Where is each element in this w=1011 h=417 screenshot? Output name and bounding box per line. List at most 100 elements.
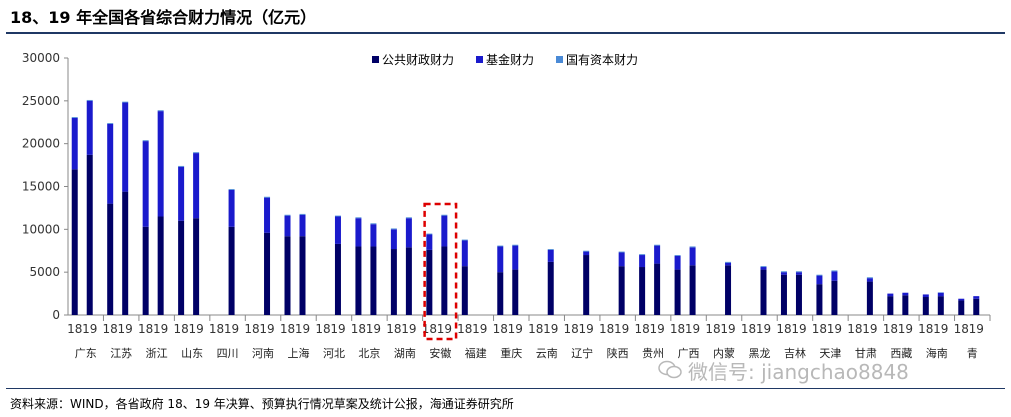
bar-segment-广东-18-2 xyxy=(71,117,78,118)
bar-segment-吉林-18-0 xyxy=(780,274,787,315)
bar-segment-浙江-18-0 xyxy=(142,226,149,315)
bar-segment-河北-19-2 xyxy=(334,215,341,217)
bar-segment-辽宁-19-0 xyxy=(583,255,590,315)
bar-segment-黑龙-19-2 xyxy=(760,266,767,268)
bar-segment-贵州-19-1 xyxy=(654,245,661,264)
x-province-label: 辽宁 xyxy=(571,346,593,360)
bar-segment-吉林-18-2 xyxy=(780,271,787,273)
x-province-label: 陕西 xyxy=(607,346,629,360)
bar-segment-海南-19-0 xyxy=(937,296,944,315)
bar-segment-天津-19-2 xyxy=(831,270,838,272)
bar-segment-西藏-19-0 xyxy=(902,295,909,315)
bar-segment-江苏-18-1 xyxy=(107,123,114,204)
bar-segment-广西-18-1 xyxy=(674,255,681,270)
bar-segment-安徽-18-0 xyxy=(426,249,433,315)
bar-segment-安徽-18-1 xyxy=(426,234,433,250)
highlight-box xyxy=(423,202,458,341)
bar-segment-黑龙-19-0 xyxy=(760,269,767,315)
bar-segment-北京-18-0 xyxy=(355,246,362,315)
x-year-label: 18 xyxy=(812,322,827,336)
x-province-label: 湖南 xyxy=(394,347,416,360)
x-province-label: 浙江 xyxy=(146,347,168,360)
bar-segment-河南-19-1 xyxy=(264,197,271,233)
wechat-icon xyxy=(658,360,682,379)
bar-segment-四川-19-2 xyxy=(228,189,235,190)
bar-segment-云南-19-2 xyxy=(547,249,554,250)
bar-segment-海南-19-1 xyxy=(937,292,944,297)
x-province-label: 吉林 xyxy=(784,346,806,360)
x-year-label: 19 xyxy=(649,322,664,336)
bar-segment-河南-19-2 xyxy=(264,196,271,198)
x-year-label: 19 xyxy=(543,322,558,336)
bar-segment-重庆-18-1 xyxy=(497,246,504,273)
bar-segment-山东-19-2 xyxy=(193,152,200,154)
x-year-label: 19 xyxy=(898,322,913,336)
x-province-label: 广东 xyxy=(75,347,97,360)
bar-segment-广东-19-0 xyxy=(86,154,93,315)
x-province-label: 重庆 xyxy=(500,346,522,360)
x-year-label: 18 xyxy=(954,322,969,336)
x-province-label: 江苏 xyxy=(110,347,132,360)
bar-segment-内蒙-19-2 xyxy=(725,261,732,263)
x-province-label: 内蒙 xyxy=(713,346,735,360)
x-province-label: 河南 xyxy=(252,347,274,360)
bar-segment-安徽-19-1 xyxy=(441,215,448,247)
bar-segment-上海-18-1 xyxy=(284,215,291,237)
x-year-label: 18 xyxy=(741,322,756,336)
x-year-label: 19 xyxy=(472,322,487,336)
bar-segment-天津-18-2 xyxy=(816,274,823,276)
x-province-label: 河北 xyxy=(323,347,345,360)
x-year-label: 18 xyxy=(599,322,614,336)
x-province-label: 福建 xyxy=(465,346,487,360)
x-year-label: 18 xyxy=(209,322,224,336)
bar-segment-安徽-18-2 xyxy=(426,233,433,235)
title-divider xyxy=(6,32,1005,34)
y-tick-label: 15000 xyxy=(22,180,60,194)
y-tick-label: 5000 xyxy=(29,265,60,279)
x-province-label: 青 xyxy=(967,347,978,360)
bar-segment-广西-18-2 xyxy=(674,255,681,256)
legend-label: 公共财政财力 xyxy=(382,53,454,67)
x-year-label: 19 xyxy=(366,322,381,336)
bar-segment-贵州-18-2 xyxy=(639,254,646,256)
bar-segment-河南-19-0 xyxy=(264,232,271,315)
bar-segment-山东-19-1 xyxy=(193,153,200,219)
x-province-label: 海南 xyxy=(926,346,948,360)
x-year-label: 18 xyxy=(457,322,472,336)
bar-segment-重庆-19-1 xyxy=(512,245,519,270)
bar-segment-河北-19-0 xyxy=(334,243,341,315)
bar-segment-天津-18-1 xyxy=(816,275,823,285)
bar-segment-广东-19-1 xyxy=(86,100,93,155)
bar-segment-重庆-18-0 xyxy=(497,272,504,315)
bar-segment-浙江-18-1 xyxy=(142,141,149,227)
bar-segment-山东-18-2 xyxy=(178,165,185,167)
x-year-label: 19 xyxy=(295,322,310,336)
bar-segment-贵州-18-0 xyxy=(639,267,646,315)
x-year-label: 18 xyxy=(634,322,649,336)
x-year-label: 19 xyxy=(330,322,345,336)
bar-segment-天津-19-0 xyxy=(831,280,838,315)
bar-segment-吉林-19-2 xyxy=(795,271,802,273)
x-province-label: 甘肃 xyxy=(855,347,877,360)
bar-segment-广东-18-0 xyxy=(71,169,78,315)
bar-segment-广东-18-1 xyxy=(71,117,78,170)
bar-segment-上海-19-1 xyxy=(299,214,306,237)
bar-segment-北京-18-1 xyxy=(355,218,362,247)
bar-segment-江苏-19-2 xyxy=(122,101,129,103)
y-tick-label: 0 xyxy=(52,308,60,322)
legend-label: 国有资本财力 xyxy=(566,53,638,67)
bar-segment-西藏-19-1 xyxy=(902,292,909,296)
bar-segment-浙江-19-2 xyxy=(157,110,164,112)
bar-segment-辽宁-19-1 xyxy=(583,251,590,256)
bar-segment-湖南-18-0 xyxy=(390,249,397,315)
x-year-label: 18 xyxy=(670,322,685,336)
legend-swatch xyxy=(476,56,483,63)
bar-segment-湖南-19-2 xyxy=(405,217,412,219)
legend-label: 基金财力 xyxy=(486,52,534,67)
x-year-label: 19 xyxy=(933,322,948,336)
bar-segment-辽宁-19-2 xyxy=(583,250,590,252)
bar-segment-江苏-19-0 xyxy=(122,191,129,315)
bar-segment-云南-19-0 xyxy=(547,261,554,315)
bar-segment-上海-19-2 xyxy=(299,213,306,215)
x-year-label: 18 xyxy=(280,322,295,336)
